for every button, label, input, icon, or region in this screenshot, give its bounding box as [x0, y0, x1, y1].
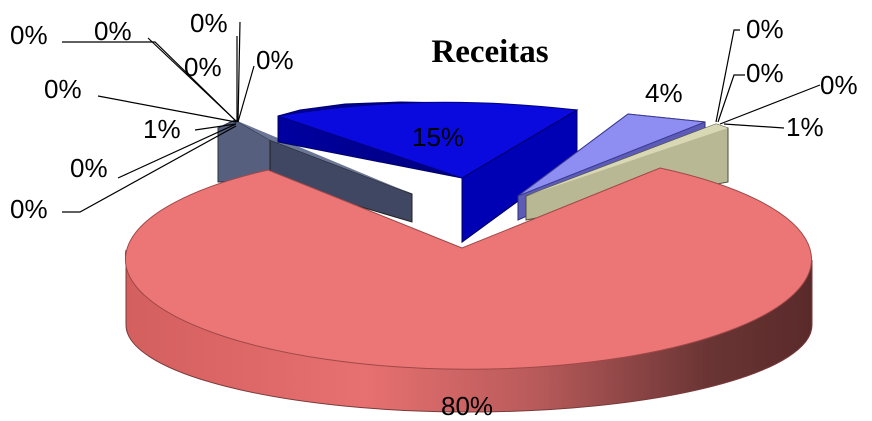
- slice-1-right: [525, 123, 729, 221]
- label-0pct-b: 0%: [94, 16, 132, 46]
- label-0pct-d: 0%: [184, 52, 222, 82]
- label-0pct-k: 0%: [820, 70, 858, 100]
- label-0pct-h: 0%: [10, 194, 48, 224]
- label-0pct-e: 0%: [256, 45, 294, 75]
- label-0pct-a: 0%: [10, 20, 48, 50]
- label-1pct-left: 1%: [143, 114, 181, 144]
- label-0pct-g: 0%: [70, 153, 108, 183]
- slice-80: [124, 167, 813, 413]
- label-1pct-right: 1%: [786, 112, 824, 142]
- leader-lines: [62, 21, 821, 213]
- chart-title: Receitas: [431, 34, 548, 70]
- label-0pct-j: 0%: [746, 58, 784, 88]
- label-0pct-f: 0%: [44, 74, 82, 104]
- label-0pct-c: 0%: [190, 8, 228, 38]
- label-4pct: 4%: [645, 78, 683, 108]
- label-15pct: 15%: [412, 122, 464, 152]
- label-80pct: 80%: [441, 391, 493, 421]
- label-0pct-i: 0%: [746, 14, 784, 44]
